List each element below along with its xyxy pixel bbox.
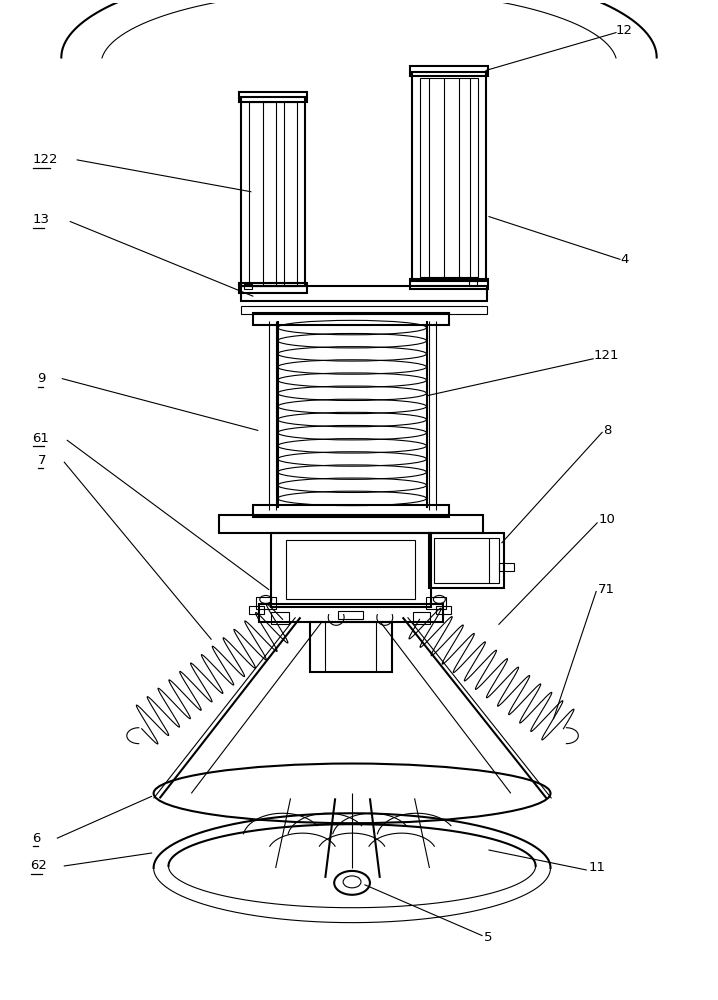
Bar: [310, 622, 392, 672]
Text: 121: 121: [593, 349, 619, 362]
Text: 9: 9: [37, 372, 46, 385]
Text: 4: 4: [620, 253, 628, 266]
Bar: [409, 279, 488, 289]
Bar: [241, 97, 305, 286]
Bar: [499, 563, 514, 571]
Text: 13: 13: [32, 213, 50, 226]
Text: 10: 10: [598, 513, 615, 526]
Text: 11: 11: [588, 861, 605, 874]
Text: 7: 7: [37, 454, 46, 467]
Bar: [253, 313, 449, 325]
Text: 5: 5: [484, 931, 493, 944]
Text: 122: 122: [32, 153, 58, 166]
Bar: [219, 515, 483, 533]
Bar: [426, 597, 447, 609]
Bar: [239, 283, 307, 293]
Bar: [241, 286, 487, 301]
Bar: [429, 533, 504, 588]
Bar: [434, 538, 499, 583]
Bar: [249, 102, 297, 286]
Bar: [469, 281, 477, 286]
Bar: [244, 284, 252, 289]
Bar: [419, 78, 478, 277]
Bar: [409, 66, 488, 76]
Text: 12: 12: [616, 24, 633, 37]
Bar: [256, 597, 276, 609]
Text: 61: 61: [32, 432, 50, 445]
Bar: [239, 92, 307, 102]
Text: 8: 8: [603, 424, 612, 437]
Bar: [249, 606, 264, 614]
Bar: [338, 611, 363, 619]
Text: 6: 6: [32, 832, 41, 845]
Bar: [241, 306, 487, 314]
Bar: [286, 540, 414, 599]
Bar: [271, 612, 289, 624]
Bar: [253, 505, 449, 517]
Bar: [437, 606, 452, 614]
Bar: [411, 72, 486, 281]
Text: 71: 71: [598, 583, 615, 596]
Text: 62: 62: [31, 859, 47, 872]
Bar: [271, 533, 432, 607]
Bar: [413, 612, 431, 624]
Bar: [258, 604, 443, 622]
